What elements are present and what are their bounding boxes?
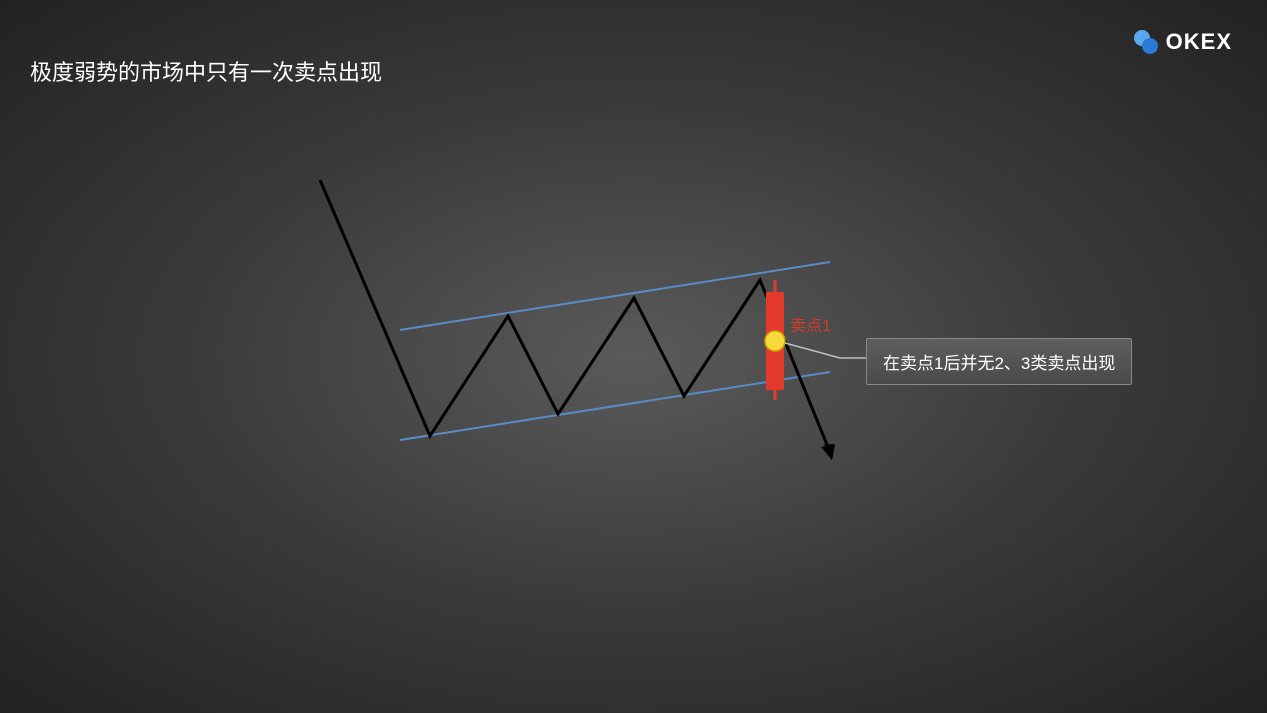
callout-leader bbox=[785, 343, 866, 358]
price-line bbox=[320, 180, 832, 457]
sell-point-dot bbox=[765, 331, 785, 351]
arrowhead-real bbox=[821, 445, 835, 460]
annotation-callout: 在卖点1后并无2、3类卖点出现 bbox=[866, 338, 1132, 385]
sell-point-label: 卖点1 bbox=[790, 312, 831, 336]
